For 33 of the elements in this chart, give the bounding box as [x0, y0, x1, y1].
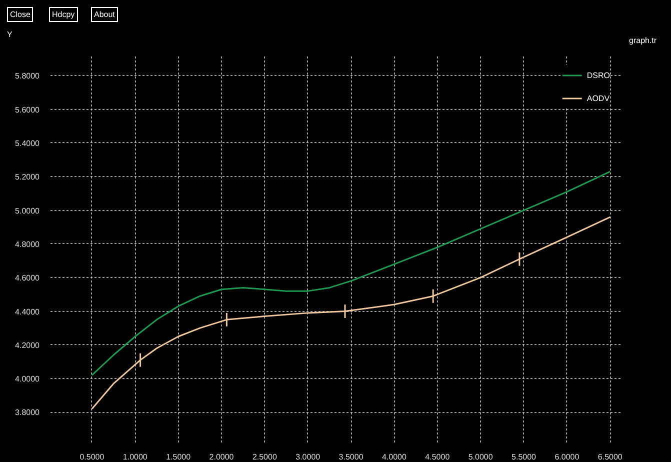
- legend-label: AODV: [586, 94, 610, 102]
- text: Hdcpy: [49, 7, 78, 22]
- y-tick-label: 3.8000: [15, 408, 40, 418]
- x-tick-label: 1.0000: [122, 452, 148, 462]
- y-tick-label: 4.6000: [15, 274, 40, 283]
- y-tick-label: 5.0000: [15, 206, 40, 216]
- y-axis-title: Y: [7, 29, 12, 40]
- y-tick-label: 5.2000: [15, 172, 40, 182]
- y-tick-label: 4.4000: [15, 307, 40, 316]
- text: Close: [7, 7, 34, 22]
- x-tick-label: 6.0000: [554, 452, 580, 462]
- y-tick-label: 5.6000: [15, 105, 40, 114]
- y-tick-label: 5.8000: [15, 72, 40, 81]
- x-tick-label: 4.5000: [425, 452, 450, 462]
- y-tick-label: 5.4000: [15, 138, 40, 148]
- text: graph.tr: [629, 35, 657, 46]
- x-tick-label: 1.5000: [166, 452, 192, 462]
- x-tick-label: 2.5000: [252, 452, 278, 462]
- x-tick-label: 4.0000: [382, 452, 408, 462]
- x-tick-label: 5.5000: [512, 452, 537, 462]
- x-tick-label: 3.5000: [338, 452, 364, 462]
- x-tick-label: 2.0000: [209, 452, 234, 462]
- legend-label: DSRO: [586, 70, 610, 80]
- text: About: [91, 7, 118, 22]
- x-tick-label: 0.5000: [80, 452, 105, 462]
- y-tick-label: 4.8000: [15, 240, 40, 249]
- y-tick-label: 4.2000: [15, 340, 40, 350]
- y-tick-label: 4.0000: [15, 374, 40, 384]
- line-series: [91, 216, 611, 410]
- x-tick-label: 6.5000: [598, 452, 623, 462]
- x-tick-label: 5.0000: [468, 452, 494, 462]
- line-series: [91, 170, 611, 376]
- x-tick-label: 3.0000: [296, 452, 321, 462]
